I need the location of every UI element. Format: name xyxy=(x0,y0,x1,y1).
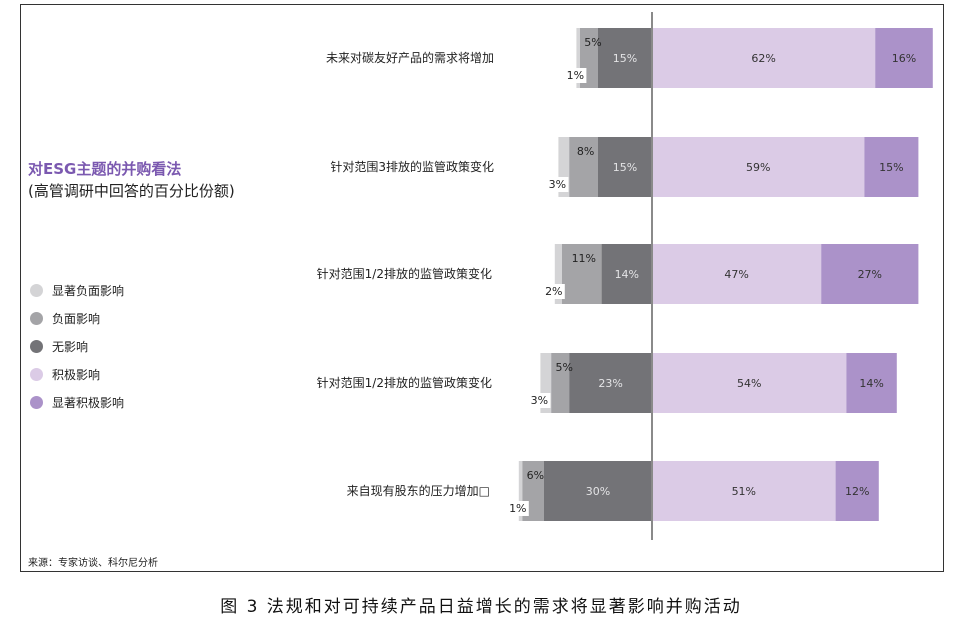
legend-label: 显著积极影响 xyxy=(52,395,125,410)
data-label-box xyxy=(542,284,565,299)
data-label-neutral: 15% xyxy=(613,52,637,65)
data-label-negative: 5% xyxy=(584,36,601,49)
data-label-box xyxy=(506,501,529,516)
legend-swatch xyxy=(30,311,43,325)
chart-subtitle: (高管调研中回答的百分比份额) xyxy=(28,182,235,200)
bar-segment-negative xyxy=(551,353,570,413)
data-label-strong-negative: 3% xyxy=(531,394,548,407)
data-label-negative: 6% xyxy=(527,469,544,482)
category-label: 针对范围1/2排放的监管政策变化 xyxy=(317,266,492,281)
legend-swatch xyxy=(30,339,43,353)
data-label-strong-negative: 2% xyxy=(545,285,562,298)
bar-segment-positive xyxy=(652,244,822,304)
data-label-negative: 11% xyxy=(572,252,596,265)
bar-segment-strong-positive xyxy=(875,28,933,88)
bar-segment-strong-negative xyxy=(540,353,552,413)
figure-caption: 图 3 法规和对可持续产品日益增长的需求将显著影响并购活动 xyxy=(220,597,742,617)
data-label-neutral: 30% xyxy=(586,485,610,498)
bar-segment-neutral xyxy=(569,353,652,413)
bar-segment-strong-positive xyxy=(846,353,897,413)
data-label-box xyxy=(528,393,551,408)
data-label-neutral: 15% xyxy=(613,161,637,174)
data-label-neutral: 23% xyxy=(598,377,622,390)
bar-segment-strong-positive xyxy=(864,137,919,197)
data-label-positive: 54% xyxy=(737,377,761,390)
data-label-strong-positive: 27% xyxy=(858,268,882,281)
bar-segment-positive xyxy=(652,353,847,413)
data-label-strong-negative: 3% xyxy=(549,178,566,191)
bar-segment-positive xyxy=(652,137,865,197)
bar-segment-negative xyxy=(569,137,598,197)
legend-item-strong-negative: 显著负面影响 xyxy=(30,281,124,299)
legend-item-strong-positive: 显著积极影响 xyxy=(30,393,124,411)
bar-segment-neutral xyxy=(544,461,652,521)
bar-segment-neutral xyxy=(598,137,652,197)
category-label: 针对范围1/2排放的监管政策变化 xyxy=(317,375,492,390)
data-label-positive: 47% xyxy=(724,268,748,281)
source-note: 来源：专家访谈、科尔尼分析 xyxy=(28,558,158,569)
bar-segment-positive xyxy=(652,461,836,521)
legend-label: 积极影响 xyxy=(52,367,101,382)
bar-segment-negative xyxy=(562,244,602,304)
legend-label: 显著负面影响 xyxy=(52,283,125,298)
data-label-box xyxy=(546,177,569,192)
category-label: 来自现有股东的压力增加□ xyxy=(347,483,490,498)
data-label-neutral: 14% xyxy=(615,268,639,281)
data-label-strong-positive: 12% xyxy=(845,485,869,498)
data-label-positive: 62% xyxy=(751,52,775,65)
legend-label: 负面影响 xyxy=(52,311,101,326)
data-label-strong-negative: 1% xyxy=(567,69,584,82)
data-label-strong-negative: 1% xyxy=(509,502,526,515)
legend-item-neutral: 无影响 xyxy=(30,337,88,355)
chart-frame xyxy=(20,4,944,572)
data-label-negative: 8% xyxy=(577,145,594,158)
legend-swatch xyxy=(30,367,43,381)
category-label: 未来对碳友好产品的需求将增加 xyxy=(326,50,494,65)
bar-segment-neutral xyxy=(601,244,652,304)
bar-segment-strong-negative xyxy=(554,244,562,304)
bar-segment-positive xyxy=(652,28,876,88)
legend-label: 无影响 xyxy=(52,339,89,354)
data-label-negative: 5% xyxy=(555,361,572,374)
legend-item-negative: 负面影响 xyxy=(30,309,100,327)
bar-segment-strong-positive xyxy=(821,244,919,304)
chart-title: 对ESG主题的并购看法 xyxy=(28,160,182,178)
legend-swatch xyxy=(30,283,43,297)
bar-segment-strong-negative xyxy=(518,461,523,521)
bar-segment-neutral xyxy=(598,28,652,88)
data-label-strong-positive: 15% xyxy=(879,161,903,174)
data-label-strong-positive: 14% xyxy=(859,377,883,390)
data-label-positive: 59% xyxy=(746,161,770,174)
data-label-strong-positive: 16% xyxy=(892,52,916,65)
bar-segment-strong-positive xyxy=(835,461,879,521)
data-label-box xyxy=(564,68,587,83)
bar-segment-strong-negative xyxy=(576,28,580,88)
legend-item-positive: 积极影响 xyxy=(30,365,100,383)
bar-segment-strong-negative xyxy=(558,137,570,197)
legend-swatch xyxy=(30,395,43,409)
category-label: 针对范围3排放的监管政策变化 xyxy=(330,159,494,174)
data-label-positive: 51% xyxy=(732,485,756,498)
